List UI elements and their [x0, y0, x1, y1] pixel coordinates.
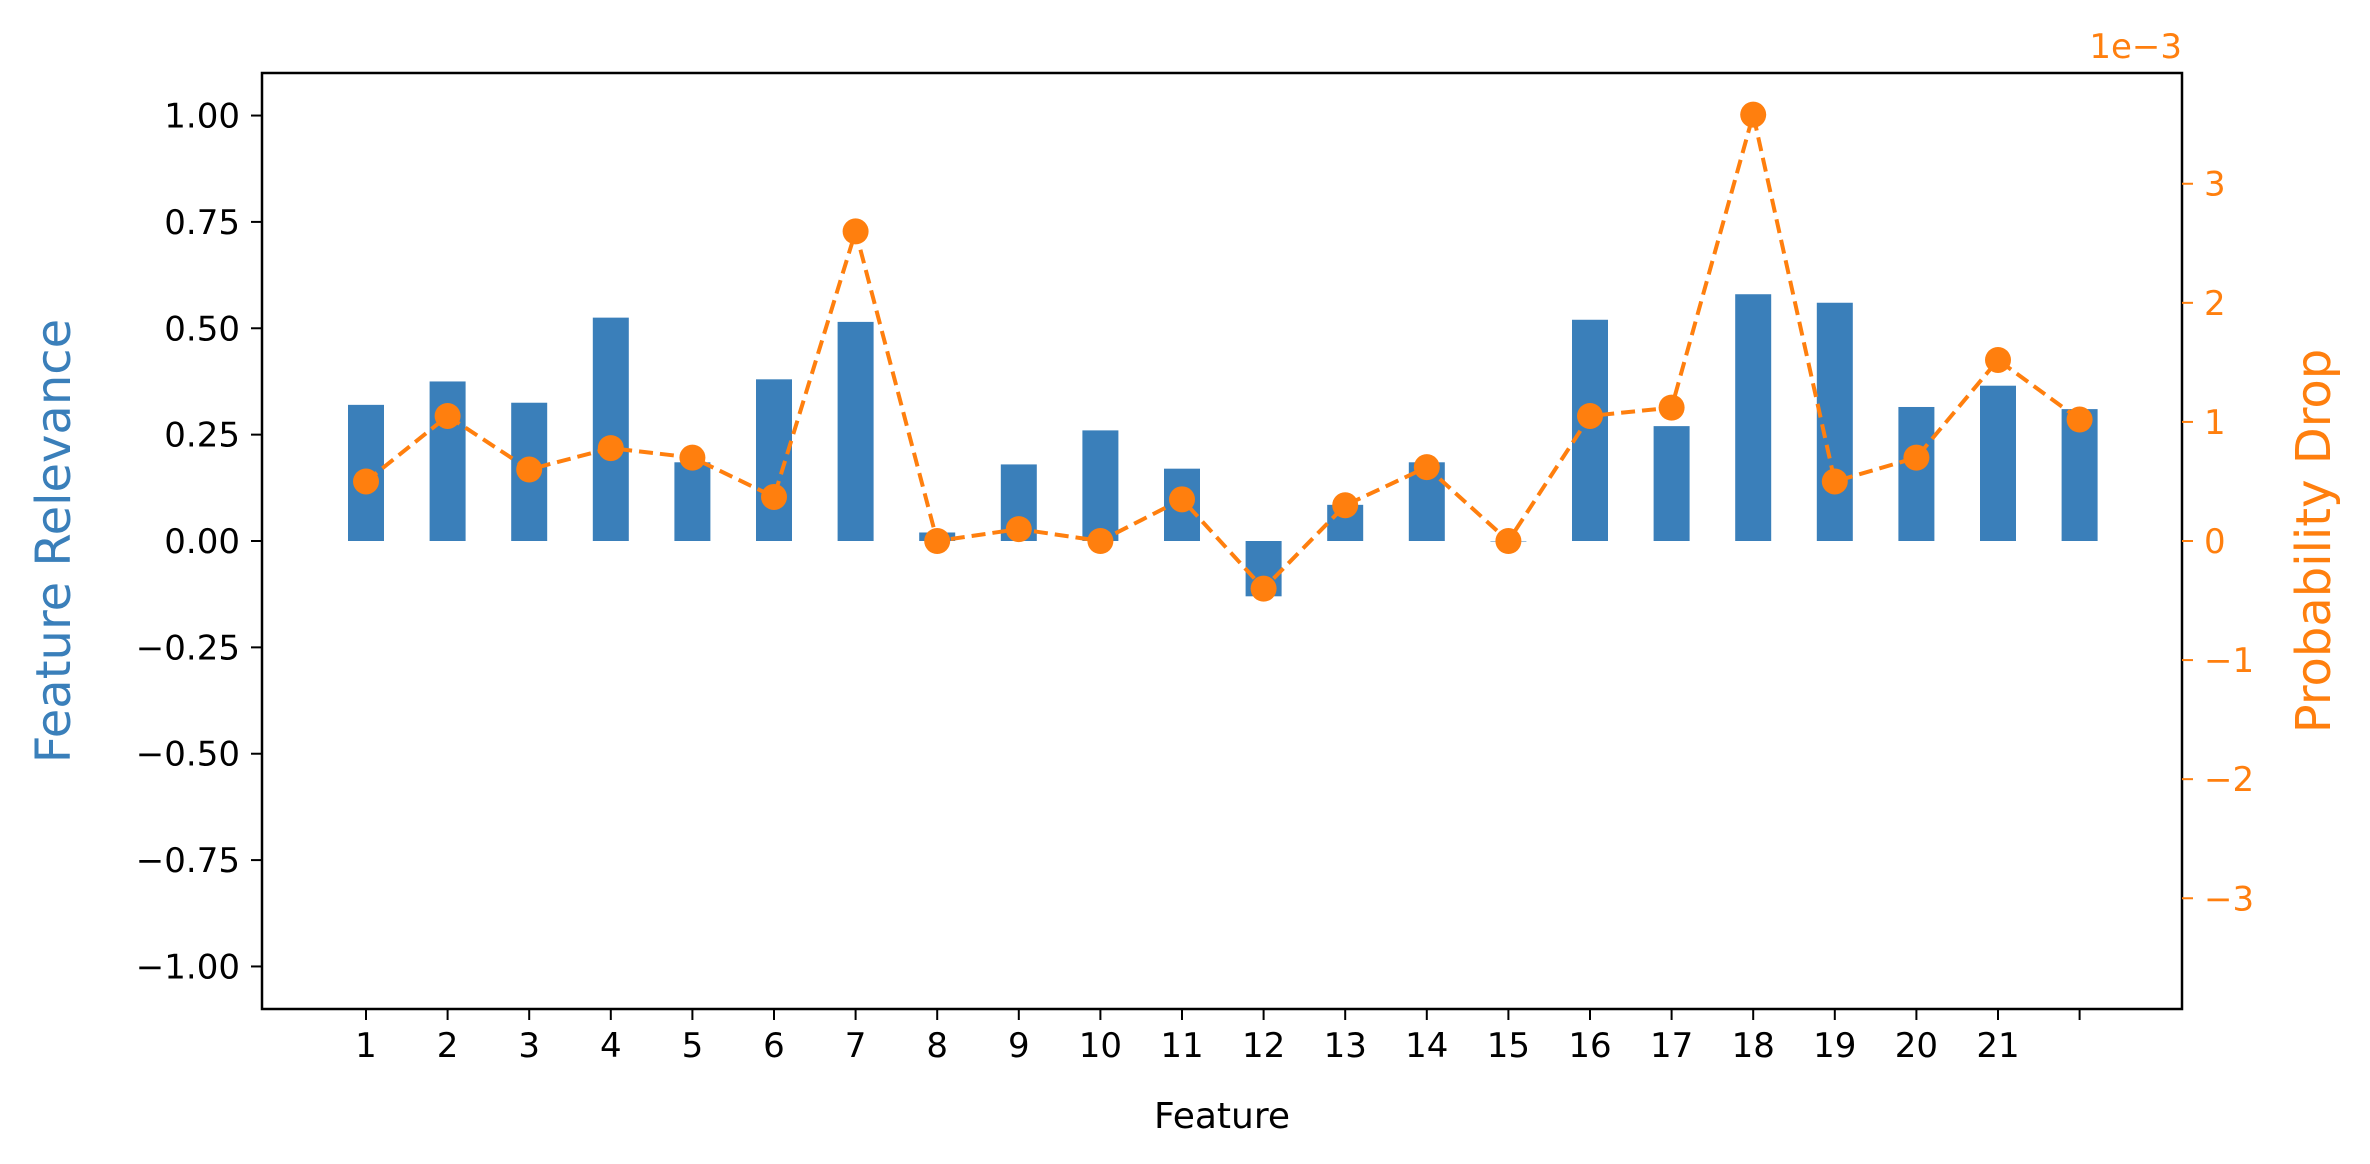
x-tick-label: 17 — [1650, 1026, 1693, 1066]
relevance-bar — [592, 317, 629, 541]
relevance-bar — [1735, 294, 1772, 541]
bars-layer — [348, 294, 2098, 597]
x-tick-label: 4 — [600, 1026, 622, 1066]
y-tick-label: 0.75 — [164, 203, 240, 243]
probability-drop-point — [1985, 346, 2011, 373]
relevance-bar — [674, 462, 711, 541]
x-tick-label: 8 — [926, 1026, 948, 1066]
x-axis-title: Feature — [1154, 1096, 1290, 1137]
probability-drop-point — [1087, 528, 1114, 554]
probability-drop-point — [1332, 492, 1359, 519]
y2-tick-label: 3 — [2204, 165, 2226, 205]
x-tick-label: 14 — [1405, 1026, 1448, 1066]
x-tick-label: 1 — [355, 1026, 377, 1066]
line-layer — [353, 101, 2093, 602]
y2-tick-label: 1 — [2204, 403, 2226, 443]
probability-drop-point — [1658, 394, 1685, 421]
relevance-bar — [837, 321, 874, 541]
y2-tick-label: −3 — [2204, 879, 2254, 919]
ticks-layer: 1.00 0.75 0.50 0.25 0.00 −0.25 −0.50 −0.75 −1.00… — [136, 97, 2254, 1066]
x-tick-label: 7 — [845, 1026, 867, 1066]
relevance-bar — [1898, 406, 1935, 541]
probability-drop-point — [597, 435, 624, 462]
y-tick-label: 0.50 — [164, 309, 240, 349]
relevance-bar — [1980, 385, 2016, 541]
x-tick-label: 10 — [1079, 1026, 1122, 1066]
x-tick-label: 19 — [1813, 1026, 1856, 1066]
relevance-bar — [1816, 302, 1853, 541]
probability-drop-point — [1577, 402, 1603, 429]
x-tick-label: 18 — [1732, 1026, 1775, 1066]
x-tick-label: 15 — [1487, 1026, 1530, 1066]
relevance-bar — [1572, 319, 1608, 541]
y-tick-label: −1.00 — [136, 947, 240, 987]
x-tick-label: 20 — [1895, 1026, 1938, 1066]
probability-drop-point — [679, 444, 706, 471]
x-tick-label: 11 — [1160, 1026, 1203, 1066]
y-tick-label: 1.00 — [164, 97, 240, 137]
y-axis-title: Feature Relevance — [26, 319, 82, 763]
probability-drop-point — [1005, 516, 1032, 543]
probability-drop-point — [434, 402, 461, 429]
relevance-bar — [756, 379, 792, 541]
y2-tick-label: −1 — [2204, 641, 2254, 681]
x-tick-label: 21 — [1976, 1026, 2019, 1066]
x-tick-label: 3 — [518, 1026, 540, 1066]
y-tick-label: 0.25 — [164, 416, 240, 456]
y2-multiplier-label: 1e−3 — [2089, 27, 2182, 67]
y2-tick-label: 2 — [2204, 284, 2226, 324]
y2-tick-label: 0 — [2204, 522, 2226, 562]
x-tick-label: 6 — [763, 1026, 785, 1066]
x-tick-label: 13 — [1324, 1026, 1367, 1066]
probability-drop-point — [2066, 406, 2093, 433]
x-tick-label: 9 — [1008, 1026, 1030, 1066]
x-tick-label: 12 — [1242, 1026, 1285, 1066]
x-tick-label: 2 — [437, 1026, 459, 1066]
probability-drop-point — [1495, 528, 1522, 554]
probability-drop-point — [1740, 101, 1767, 128]
probability-drop-point — [516, 456, 543, 483]
y-tick-label: −0.50 — [136, 735, 240, 775]
y2-tick-label: −2 — [2204, 760, 2254, 800]
y-tick-label: 0.00 — [164, 522, 240, 562]
probability-drop-point — [1903, 444, 1930, 471]
probability-drop-point — [353, 468, 379, 495]
probability-drop-point — [1250, 575, 1277, 602]
relevance-bar — [1653, 426, 1690, 541]
x-tick-label: 16 — [1568, 1026, 1611, 1066]
probability-drop-point — [761, 483, 787, 510]
probability-drop-point — [1821, 468, 1848, 495]
probability-drop-point — [1169, 486, 1195, 513]
probability-drop-point — [924, 528, 951, 554]
probability-drop-point — [842, 218, 869, 245]
probability-drop-line — [364, 112, 2081, 591]
y-tick-label: −0.25 — [136, 628, 240, 668]
y2-axis-title: Probability Drop — [2286, 349, 2342, 733]
probability-drop-point — [1413, 454, 1440, 481]
y-tick-label: −0.75 — [136, 841, 240, 881]
x-tick-label: 5 — [682, 1026, 704, 1066]
relevance-bar — [1082, 430, 1119, 541]
